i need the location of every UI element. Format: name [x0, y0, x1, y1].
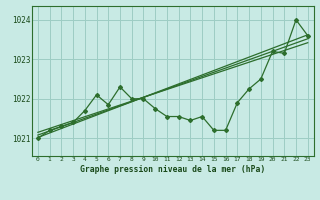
X-axis label: Graphe pression niveau de la mer (hPa): Graphe pression niveau de la mer (hPa): [80, 165, 265, 174]
